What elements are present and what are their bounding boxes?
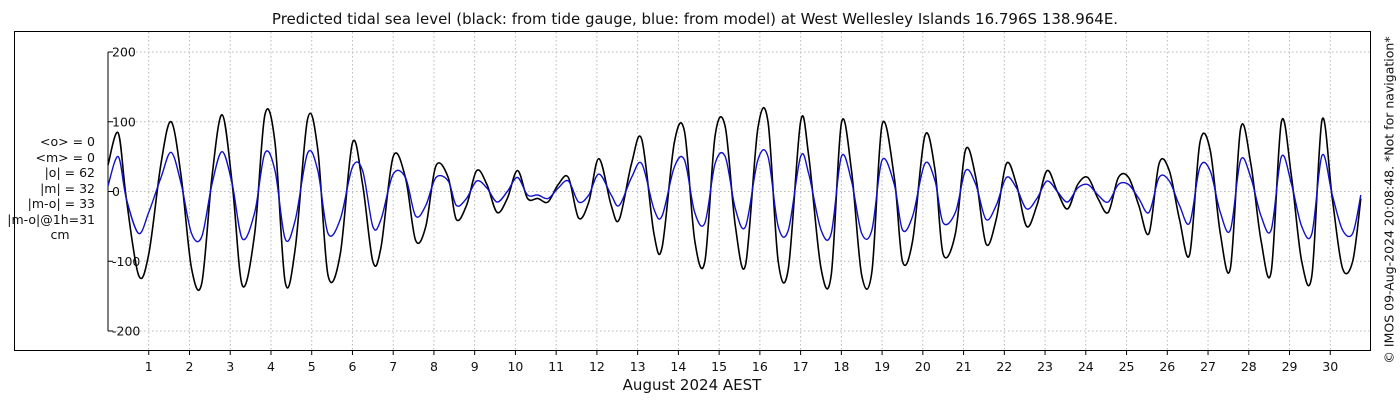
x-tick-label: 19 (874, 359, 890, 374)
stat-abs-obs: |o| = 62 (44, 165, 95, 180)
x-tick-label: 28 (1241, 359, 1257, 374)
x-tick-label: 27 (1200, 359, 1216, 374)
x-tick-label: 25 (1119, 359, 1135, 374)
x-tick-label: 15 (711, 359, 727, 374)
plot-frame (14, 31, 1371, 351)
stat-mean-obs: <o> = 0 (40, 134, 95, 149)
y-tick-label: -100 (112, 254, 140, 269)
credit-note: © IMOS 09-Aug-2024 20:08:48. *Not for na… (1380, 0, 1398, 400)
stat-abs-diff: |m-o| = 33 (27, 196, 95, 211)
x-tick-label: 29 (1282, 359, 1298, 374)
y-tick-label: 0 (112, 184, 120, 199)
x-tick-label: 3 (226, 359, 234, 374)
x-tick-label: 16 (752, 359, 768, 374)
series-line-tide-gauge (107, 107, 1362, 291)
x-tick-label: 9 (471, 359, 479, 374)
x-axis-label: August 2024 AEST (622, 376, 762, 394)
x-tick-label: 24 (1078, 359, 1094, 374)
x-tick-label: 8 (430, 359, 438, 374)
x-tick-label: 5 (308, 359, 316, 374)
x-tick-label: 7 (389, 359, 397, 374)
x-tick-label: 11 (548, 359, 564, 374)
stat-unit: cm (50, 227, 70, 242)
credit-text: © IMOS 09-Aug-2024 20:08:48. *Not for na… (1381, 36, 1397, 364)
series-layer (107, 107, 1362, 291)
x-tick-label: 26 (1159, 359, 1175, 374)
stat-abs-model: |m| = 32 (40, 180, 95, 196)
y-tick-label: 200 (112, 45, 136, 60)
y-tick-label: -200 (112, 324, 140, 339)
series-line-model (107, 149, 1362, 243)
stat-abs-diff-lag: |m-o|@1h=31 (7, 211, 95, 227)
x-tick-label: 30 (1322, 359, 1338, 374)
x-tick-label: 21 (956, 359, 972, 374)
x-tick-label: 17 (793, 359, 809, 374)
x-tick-label: 14 (670, 359, 686, 374)
x-tick-label: 13 (630, 359, 646, 374)
x-tick-label: 18 (833, 359, 849, 374)
x-tick-label: 23 (1037, 359, 1053, 374)
x-tick-label: 20 (915, 359, 931, 374)
x-tick-label: 6 (348, 359, 356, 374)
chart-title: Predicted tidal sea level (black: from t… (271, 10, 1119, 28)
x-tick-label: 1 (145, 359, 153, 374)
y-tick-label: 100 (112, 114, 136, 129)
grid-layer (108, 32, 1371, 350)
x-tick-label: 2 (186, 359, 194, 374)
x-tick-label: 12 (589, 359, 605, 374)
x-tick-label: 10 (507, 359, 523, 374)
stat-mean-model: <m> = 0 (35, 149, 96, 165)
stats-panel: <o> = 0 <m> = 0 |o| = 62 |m| = 32 |m-o| … (0, 134, 95, 243)
x-tick-label: 4 (267, 359, 275, 374)
x-tick-label: 22 (996, 359, 1012, 374)
